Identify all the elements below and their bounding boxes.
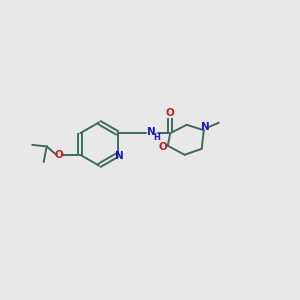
Text: H: H: [153, 133, 160, 142]
Text: N: N: [115, 151, 123, 161]
Text: O: O: [159, 142, 167, 152]
Text: N: N: [201, 122, 210, 132]
Text: O: O: [166, 108, 175, 118]
Text: O: O: [54, 150, 63, 160]
Text: N: N: [147, 127, 156, 137]
